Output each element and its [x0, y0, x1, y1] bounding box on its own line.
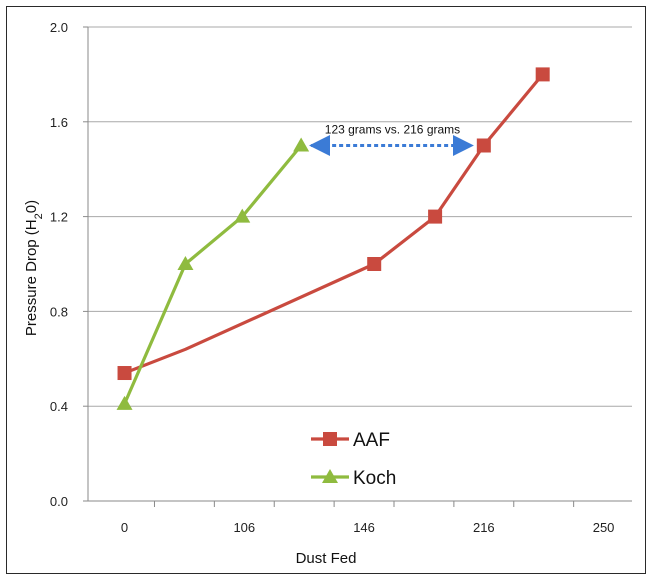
- x-tick-label: 146: [353, 520, 375, 535]
- axes: [83, 26, 632, 507]
- legend-marker-koch: [322, 469, 338, 483]
- legend: AAF Koch: [311, 430, 396, 489]
- x-axis-title: Dust Fed: [296, 550, 357, 567]
- x-tick-label: 216: [473, 520, 495, 535]
- x-tick-label: 0: [121, 520, 128, 535]
- data-point-aaf: [117, 366, 132, 381]
- series-lines: [123, 73, 544, 405]
- y-tick-label: 0.4: [50, 399, 68, 414]
- y-tick-labels: 0.0 0.4 0.8 1.2 1.6 2.0: [50, 20, 68, 509]
- x-tick-label: 106: [233, 520, 255, 535]
- data-point-aaf: [476, 138, 491, 153]
- data-point-koch: [177, 256, 194, 270]
- data-point-koch: [234, 208, 251, 223]
- data-point-aaf: [535, 67, 550, 82]
- data-point-koch: [293, 137, 310, 152]
- data-point-aaf: [367, 257, 382, 271]
- series-line-koch: [123, 144, 303, 405]
- legend-marker-aaf: [323, 432, 337, 446]
- y-tick-label: 1.6: [50, 115, 68, 130]
- y-axis-title: Pressure Drop (H20): [23, 200, 45, 336]
- x-tick-labels: 0 106 146 216 250: [121, 520, 615, 535]
- y-tick-label: 0.8: [50, 304, 68, 319]
- y-tick-label: 0.0: [50, 494, 68, 509]
- legend-label-aaf: AAF: [353, 430, 390, 451]
- y-tick-label: 1.2: [50, 210, 68, 225]
- data-point-aaf: [428, 209, 443, 224]
- legend-label-koch: Koch: [353, 468, 396, 489]
- y-tick-label: 2.0: [50, 20, 68, 35]
- data-point-koch: [116, 395, 133, 410]
- x-tick-label: 250: [593, 520, 615, 535]
- annotation-text: 123 grams vs. 216 grams: [325, 123, 460, 137]
- series-line-aaf: [123, 73, 544, 375]
- series-markers: [116, 67, 550, 410]
